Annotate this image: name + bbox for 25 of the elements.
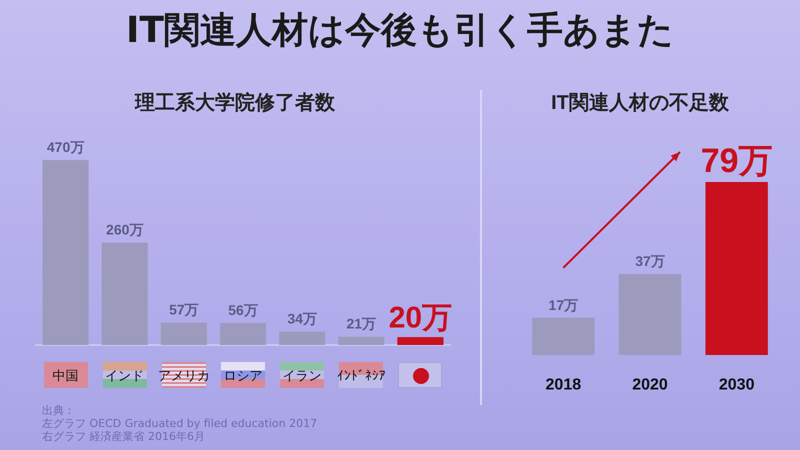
x-tick-label: 中国	[52, 368, 79, 383]
data-label: 17万	[548, 296, 578, 313]
x-tick-label: アメリカ	[158, 368, 210, 383]
data-label: 21万	[346, 316, 376, 332]
x-tick-label: ｲﾝﾄﾞﾈｼｱ	[336, 368, 386, 383]
chart-subtitle: 理工系大学院修了者数	[134, 91, 336, 114]
chart-title: IT関連人材は今後も引く手あまた	[125, 9, 675, 53]
data-label: 37万	[635, 252, 665, 269]
x-tick-label: 2020	[632, 376, 668, 394]
chart-title: IT関連人材の不足数	[551, 92, 730, 114]
x-tick-label: インド	[105, 368, 144, 383]
x-tick-label: ロシア	[224, 368, 262, 383]
x-tick-label: イラン	[282, 368, 322, 383]
data-label: 20万	[388, 302, 452, 335]
x-tick-label: 2018	[546, 376, 582, 394]
data-label: 260万	[106, 222, 144, 238]
data-label: 34万	[287, 310, 317, 327]
source-note: 出典：	[42, 404, 76, 417]
data-label: 470万	[46, 139, 84, 155]
data-label: 79万	[700, 142, 773, 180]
data-label: 57万	[169, 302, 199, 318]
data-label: 56万	[228, 302, 258, 318]
x-tick-label: 2030	[718, 376, 755, 394]
text: 左グラフ OECD Graduated by filed education 2017	[42, 417, 318, 430]
text: 右グラフ 経済産業省 2016年6月	[42, 430, 206, 443]
